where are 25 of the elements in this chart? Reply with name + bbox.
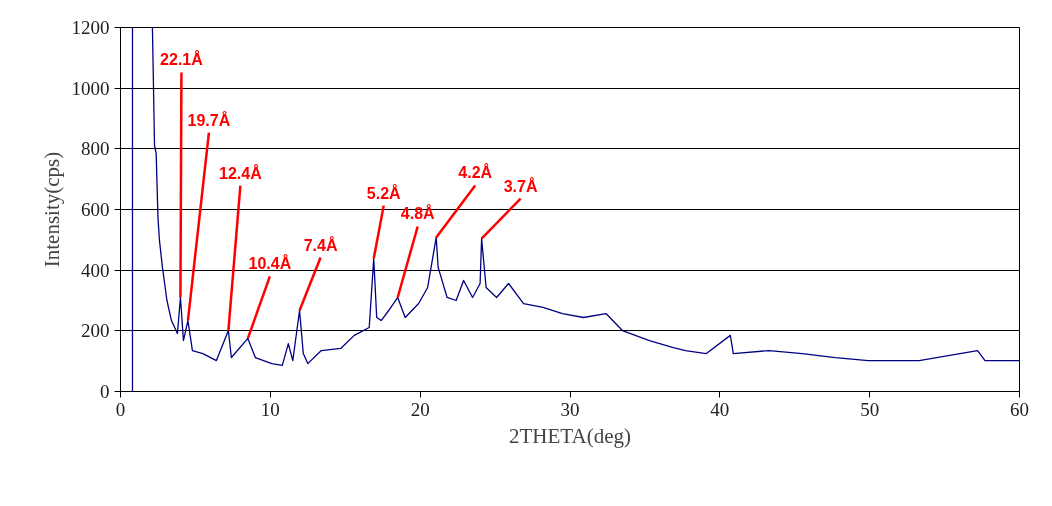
x-tick-label: 60	[1010, 398, 1029, 420]
annotation: 4.8Å	[400, 204, 436, 223]
x-tick-label: 50	[860, 398, 880, 420]
x-tick-label: 20	[410, 398, 430, 420]
annotation: 10.4Å	[248, 254, 292, 273]
annotation: 22.1Å	[160, 50, 204, 69]
y-axis-title: Intensity(cps)	[39, 151, 64, 268]
y-tick-label: 0	[100, 381, 110, 402]
annotation: 5.2Å	[366, 183, 402, 202]
y-tick-label: 800	[81, 138, 110, 160]
annotation: 4.2Å	[458, 163, 493, 182]
y-tick-label: 600	[81, 199, 110, 220]
y-tick-label: 400	[81, 259, 110, 281]
y-tick-label: 1200	[71, 17, 110, 38]
annotation: 12.4Å	[219, 163, 263, 182]
x-axis-title: 2THETA(deg)	[509, 423, 631, 448]
x-tick-label: 0	[115, 398, 126, 420]
annotation: 7.4Å	[303, 235, 338, 254]
y-tick-label: 200	[81, 320, 110, 342]
annotation: 3.7Å	[503, 176, 538, 195]
x-tick-label: 40	[710, 398, 730, 420]
x-tick-label: 30	[560, 398, 580, 420]
annotation: 19.7Å	[187, 110, 231, 129]
x-tick-label: 10	[260, 398, 280, 420]
y-tick-label: 1000	[71, 77, 110, 99]
